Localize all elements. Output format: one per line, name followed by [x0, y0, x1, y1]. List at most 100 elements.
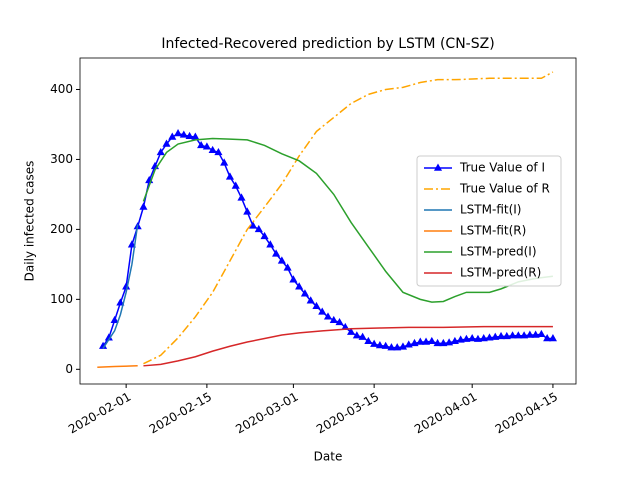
- point-marker: [381, 341, 390, 349]
- point-marker: [531, 330, 540, 338]
- point-marker: [335, 317, 344, 326]
- point-marker: [173, 129, 183, 137]
- y-tick-label: 100: [50, 292, 73, 306]
- point-marker: [266, 240, 275, 248]
- point-marker: [289, 275, 298, 283]
- point-marker: [156, 147, 165, 156]
- point-marker: [295, 282, 304, 290]
- point-marker: [514, 331, 523, 339]
- point-marker: [139, 202, 148, 210]
- point-marker: [347, 327, 356, 335]
- point-marker: [508, 331, 517, 339]
- x-tick-label: 2020-02-01: [66, 390, 133, 437]
- legend-label: True Value of R: [459, 182, 550, 196]
- point-marker: [116, 298, 125, 306]
- legend-label: LSTM-fit(R): [460, 224, 526, 238]
- point-marker: [439, 338, 448, 347]
- point-marker: [248, 221, 258, 229]
- point-marker: [191, 132, 200, 140]
- point-marker: [306, 296, 315, 304]
- point-marker: [231, 181, 240, 189]
- legend-marker: [433, 163, 443, 171]
- point-marker: [473, 334, 483, 342]
- point-marker: [104, 333, 113, 341]
- series-line: [97, 365, 138, 368]
- point-marker: [283, 263, 292, 271]
- point-marker: [537, 329, 546, 338]
- point-marker: [364, 336, 373, 345]
- plot-frame: [79, 57, 577, 385]
- point-marker: [496, 331, 506, 340]
- point-marker: [491, 332, 500, 340]
- point-marker: [272, 249, 281, 257]
- point-marker: [398, 342, 408, 350]
- point-marker: [375, 341, 384, 349]
- point-marker: [323, 312, 333, 320]
- point-marker: [99, 341, 108, 349]
- y-tick-label: 400: [50, 82, 73, 96]
- x-tick-label: 2020-04-01: [412, 390, 479, 437]
- point-marker: [421, 337, 431, 345]
- point-marker: [358, 332, 367, 340]
- point-marker: [352, 331, 361, 339]
- legend-label: LSTM-pred(R): [460, 266, 541, 280]
- point-marker: [548, 334, 557, 342]
- point-marker: [433, 338, 442, 347]
- y-axis-label: Daily infected cases: [23, 161, 37, 282]
- point-marker: [254, 224, 263, 233]
- point-marker: [110, 315, 119, 324]
- y-tick-label: 0: [65, 362, 73, 376]
- point-marker: [502, 331, 511, 340]
- point-marker: [277, 256, 286, 264]
- point-marker: [312, 301, 321, 310]
- x-tick-label: 2020-03-15: [314, 390, 381, 437]
- point-marker: [260, 231, 269, 240]
- legend-box: [416, 155, 562, 287]
- point-marker: [214, 147, 223, 156]
- point-marker: [225, 172, 235, 180]
- point-marker: [168, 132, 177, 140]
- point-marker: [427, 336, 436, 345]
- point-marker: [393, 343, 402, 351]
- point-marker: [220, 158, 229, 166]
- series-line: [102, 224, 139, 349]
- point-marker: [416, 337, 425, 345]
- point-marker: [179, 130, 188, 138]
- point-marker: [387, 343, 396, 351]
- series-line: [143, 325, 553, 367]
- point-marker: [462, 334, 471, 342]
- point-marker: [468, 334, 477, 342]
- point-marker: [543, 334, 552, 342]
- point-marker: [479, 334, 488, 342]
- x-tick-label: 2020-03-01: [233, 390, 300, 437]
- chart-title: Infected-Recovered prediction by LSTM (C…: [161, 36, 494, 52]
- point-marker: [162, 139, 171, 147]
- x-axis-label: Date: [314, 450, 343, 464]
- legend-label: True Value of I: [459, 161, 545, 175]
- point-marker: [370, 339, 379, 347]
- y-tick-label: 300: [50, 152, 73, 166]
- point-marker: [456, 335, 465, 343]
- point-marker: [485, 333, 494, 341]
- legend-label: LSTM-fit(I): [460, 203, 521, 217]
- point-marker: [202, 142, 211, 150]
- point-marker: [318, 307, 327, 315]
- point-marker: [208, 145, 217, 154]
- point-marker: [185, 131, 194, 140]
- x-tick-label: 2020-02-15: [147, 390, 214, 437]
- y-tick-label: 200: [50, 222, 73, 236]
- point-marker: [525, 330, 534, 338]
- series-line: [143, 71, 554, 365]
- point-marker: [520, 331, 529, 339]
- x-tick-label: 2020-04-15: [493, 390, 560, 437]
- point-marker: [329, 315, 338, 324]
- point-marker: [341, 322, 350, 331]
- point-marker: [243, 207, 252, 215]
- point-marker: [237, 193, 246, 201]
- point-marker: [197, 140, 206, 149]
- point-marker: [122, 282, 131, 290]
- point-marker: [300, 289, 309, 297]
- legend-label: LSTM-pred(I): [460, 245, 537, 259]
- series-line: [142, 137, 554, 303]
